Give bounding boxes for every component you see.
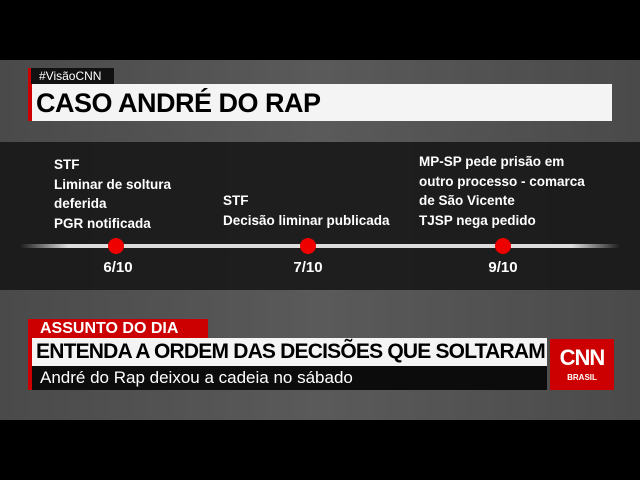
kicker-label: ASSUNTO DO DIA bbox=[28, 319, 208, 338]
timeline-event-1: STF Liminar de soltura deferida PGR noti… bbox=[54, 155, 171, 233]
timeline-date: 9/10 bbox=[488, 259, 518, 276]
timeline-event-2: STF Decisão liminar publicada bbox=[223, 191, 390, 230]
timeline-line bbox=[20, 244, 620, 248]
event-text: TJSP nega pedido bbox=[419, 212, 536, 228]
event-text: STF bbox=[223, 193, 249, 208]
graphic-title: CASO ANDRÉ DO RAP bbox=[28, 84, 612, 121]
timeline-dot bbox=[300, 238, 316, 254]
event-text: STF bbox=[54, 157, 80, 172]
timeline-event-3: MP-SP pede prisão em outro processo - co… bbox=[419, 152, 585, 230]
event-text: deferida bbox=[54, 196, 107, 211]
event-text: PGR notificada bbox=[54, 215, 151, 231]
timeline-date: 6/10 bbox=[103, 259, 133, 276]
event-text: Decisão liminar publicada bbox=[223, 212, 390, 228]
hashtag-label: #VisãoCNN bbox=[28, 68, 114, 84]
headline: ENTENDA A ORDEM DAS DECISÕES QUE SOLTARA… bbox=[28, 338, 547, 366]
event-text: MP-SP pede prisão em bbox=[419, 154, 565, 169]
logo-text: CNN bbox=[559, 345, 606, 370]
timeline-dot bbox=[108, 238, 124, 254]
cnn-brasil-logo: CNN BRASIL bbox=[550, 339, 614, 390]
logo-subtext: BRASIL bbox=[567, 373, 597, 382]
subline: André do Rap deixou a cadeia no sábado bbox=[28, 366, 547, 390]
event-text: outro processo - comarca bbox=[419, 173, 585, 189]
timeline-band bbox=[0, 142, 640, 290]
event-text: de São Vicente bbox=[419, 193, 515, 208]
timeline-date: 7/10 bbox=[293, 259, 323, 276]
event-text: Liminar de soltura bbox=[54, 176, 172, 192]
timeline-dot bbox=[495, 238, 511, 254]
